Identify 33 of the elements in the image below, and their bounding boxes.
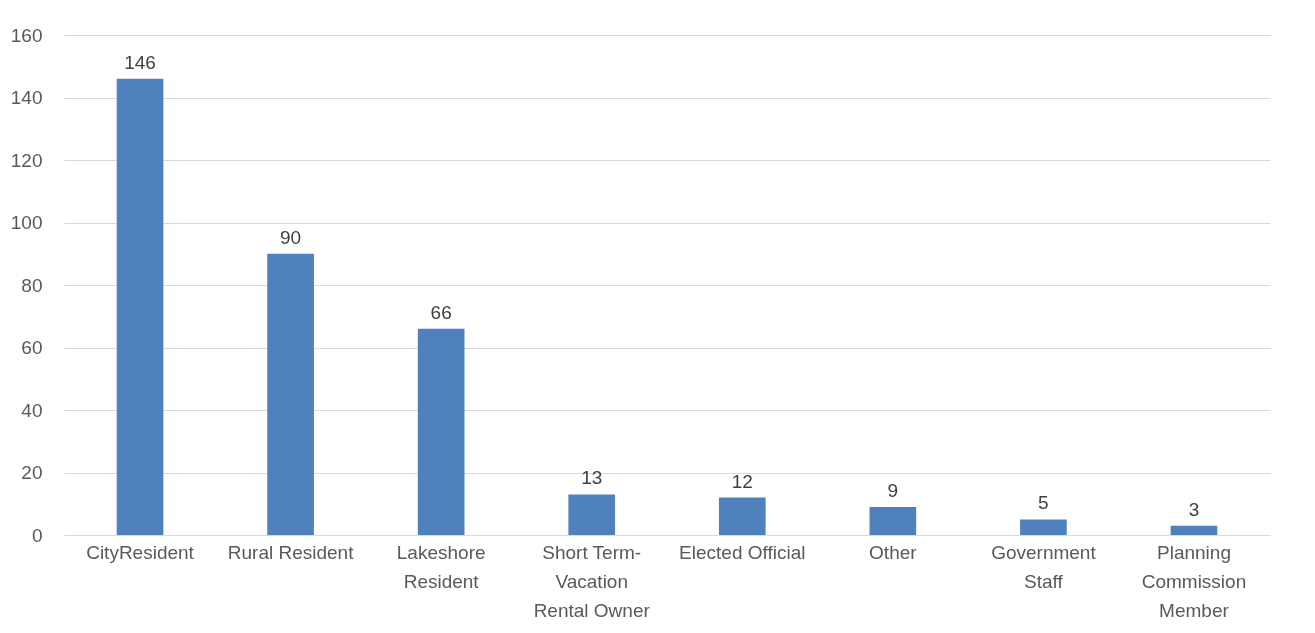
bar bbox=[267, 253, 314, 535]
y-tick-label: 160 bbox=[10, 24, 43, 46]
x-tick-label: Short Term- Vacation Rental Owner bbox=[533, 541, 651, 621]
y-tick-label: 60 bbox=[21, 337, 43, 358]
y-tick-label: 40 bbox=[21, 399, 43, 421]
x-tick-label: Planning Commission Member bbox=[1141, 541, 1247, 621]
data-label: 9 bbox=[887, 479, 899, 501]
x-tick-label: Other bbox=[869, 541, 918, 563]
y-tick-label: 80 bbox=[21, 274, 43, 296]
y-tick-label: 120 bbox=[10, 149, 43, 171]
x-tick-label: CityResident bbox=[86, 541, 195, 563]
y-tick-label: 20 bbox=[21, 462, 43, 483]
data-label: 66 bbox=[430, 301, 452, 323]
bar bbox=[1170, 525, 1218, 535]
bar bbox=[417, 328, 465, 535]
bar bbox=[1020, 519, 1067, 535]
bar bbox=[718, 497, 766, 535]
y-tick-label: 140 bbox=[10, 87, 43, 108]
x-tick-label: Lakeshore Resident bbox=[396, 541, 486, 592]
bar bbox=[869, 506, 917, 535]
data-label: 90 bbox=[280, 226, 302, 248]
x-tick-label: Rural Resident bbox=[227, 541, 355, 563]
data-label: 5 bbox=[1038, 492, 1049, 514]
y-tick-label: 0 bbox=[31, 524, 43, 546]
x-tick-label: Government Staff bbox=[991, 541, 1097, 592]
data-label: 12 bbox=[731, 470, 753, 492]
bar bbox=[568, 494, 616, 535]
x-tick-label: Elected Official bbox=[679, 541, 806, 563]
data-label: 146 bbox=[124, 51, 156, 73]
data-label: 3 bbox=[1188, 498, 1200, 520]
bar bbox=[116, 78, 164, 535]
data-label: 13 bbox=[581, 467, 603, 489]
y-tick-label: 100 bbox=[10, 212, 43, 233]
